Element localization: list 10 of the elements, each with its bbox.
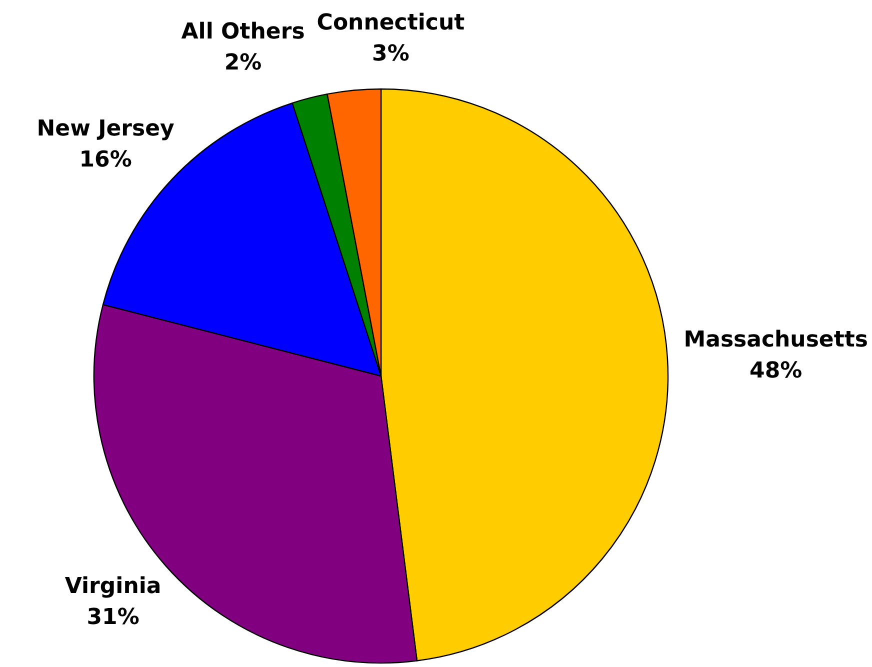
data-label: 3% [372, 42, 410, 67]
data-label: 48% [750, 358, 802, 384]
slice-label: All Others [181, 20, 305, 45]
slice-label: New Jersey [36, 116, 174, 142]
data-label: 16% [79, 147, 132, 172]
data-label: 31% [86, 604, 140, 630]
slice-label: Virginia [64, 574, 162, 599]
data-label: 2% [224, 50, 262, 76]
slice-label: Massachusetts [684, 328, 868, 353]
slice-label: Connecticut [316, 10, 466, 36]
